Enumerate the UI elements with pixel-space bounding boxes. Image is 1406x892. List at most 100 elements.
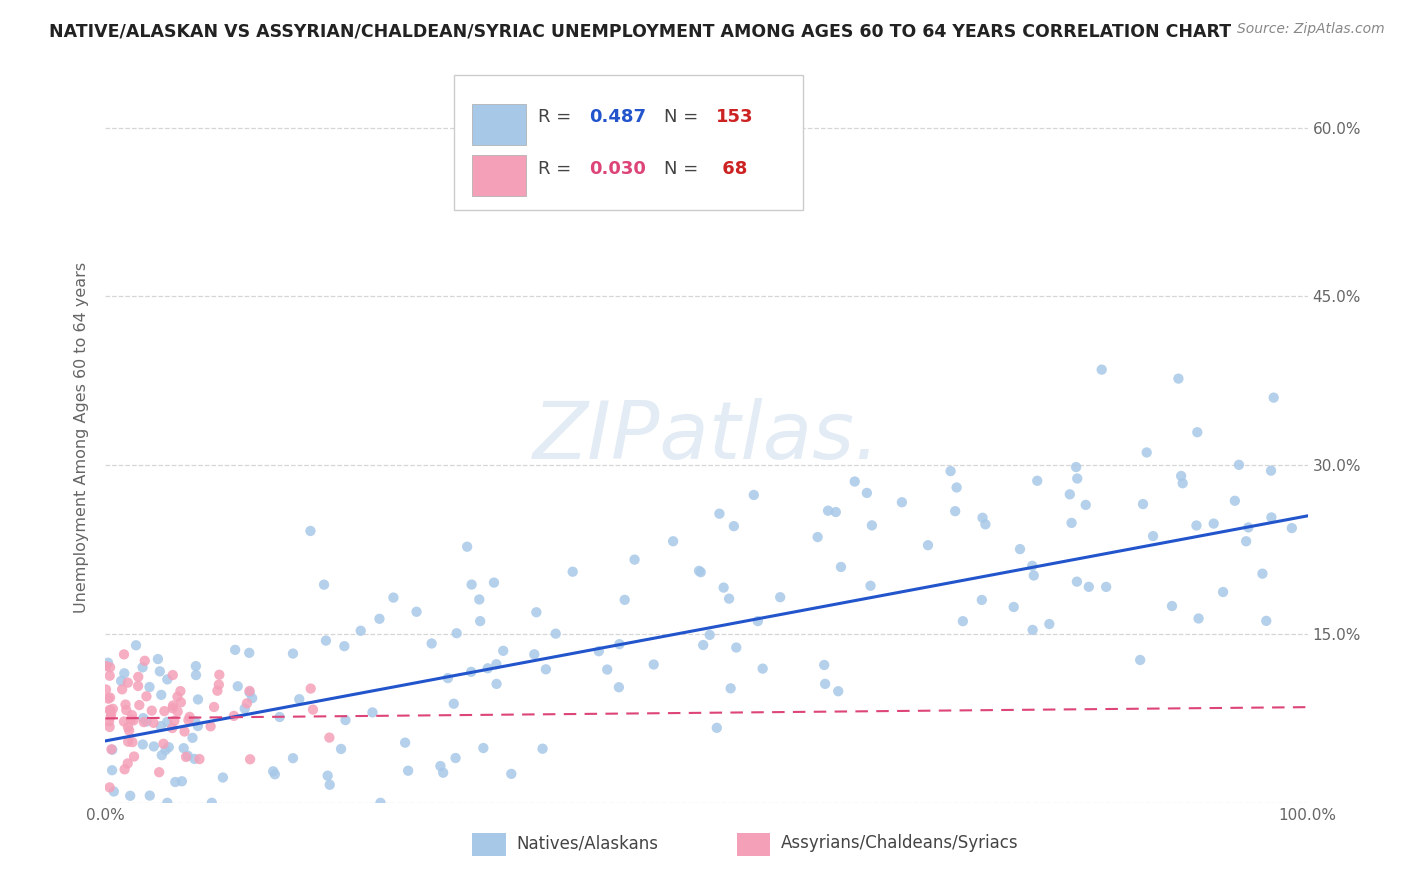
Point xyxy=(98,720,121,734)
Point xyxy=(208,678,231,692)
Point xyxy=(302,703,325,717)
Point xyxy=(183,752,205,766)
Point xyxy=(233,701,256,715)
Point xyxy=(827,684,849,698)
Point xyxy=(713,581,735,595)
Point xyxy=(330,742,353,756)
Point xyxy=(844,475,866,489)
Point xyxy=(101,702,124,716)
Point xyxy=(718,591,741,606)
Point xyxy=(238,684,260,698)
Point xyxy=(125,638,148,652)
Point xyxy=(97,691,120,706)
Point xyxy=(709,507,731,521)
Point xyxy=(1187,611,1209,625)
Point xyxy=(460,577,482,591)
Point xyxy=(1234,534,1257,549)
Point xyxy=(1260,464,1282,478)
Point xyxy=(141,704,163,718)
Point xyxy=(1263,391,1285,405)
Point xyxy=(222,709,245,723)
Point xyxy=(477,661,499,675)
Point xyxy=(460,665,482,679)
Point xyxy=(174,750,197,764)
Point xyxy=(472,741,495,756)
Point xyxy=(370,796,392,810)
Point xyxy=(162,721,184,735)
Point xyxy=(149,719,172,733)
Point xyxy=(751,662,773,676)
Point xyxy=(444,751,467,765)
Point xyxy=(98,780,121,795)
Point xyxy=(524,605,547,619)
Point xyxy=(117,734,139,748)
FancyBboxPatch shape xyxy=(454,75,803,211)
Point xyxy=(1129,653,1152,667)
Point xyxy=(485,677,508,691)
Point xyxy=(1167,371,1189,385)
Point xyxy=(236,696,259,710)
Point xyxy=(1187,425,1209,440)
Point xyxy=(607,680,630,694)
Point xyxy=(1227,458,1250,472)
Point xyxy=(952,614,974,628)
Point xyxy=(101,763,124,777)
FancyBboxPatch shape xyxy=(472,833,506,856)
Point xyxy=(482,575,505,590)
Point xyxy=(1223,493,1246,508)
Point xyxy=(1008,542,1031,557)
Point xyxy=(226,679,249,693)
Point xyxy=(179,710,201,724)
Point xyxy=(263,767,285,781)
Point xyxy=(1002,599,1025,614)
Point xyxy=(110,673,132,688)
Point xyxy=(1095,580,1118,594)
Point xyxy=(98,714,121,729)
Point xyxy=(281,751,304,765)
Point xyxy=(534,662,557,676)
Point xyxy=(350,624,373,638)
Point xyxy=(361,706,384,720)
Point xyxy=(121,735,143,749)
Point xyxy=(100,742,122,756)
Text: 68: 68 xyxy=(716,160,748,178)
Point xyxy=(1256,614,1278,628)
Point xyxy=(118,723,141,738)
Point xyxy=(169,684,191,698)
Point xyxy=(382,591,405,605)
Point xyxy=(1059,487,1081,501)
Point xyxy=(1132,497,1154,511)
Point xyxy=(100,709,122,723)
Point xyxy=(238,646,260,660)
Point xyxy=(170,695,193,709)
Point xyxy=(692,638,714,652)
FancyBboxPatch shape xyxy=(472,155,526,195)
Point xyxy=(1022,568,1045,582)
Point xyxy=(112,714,135,729)
Point xyxy=(262,764,284,779)
Point xyxy=(1170,469,1192,483)
Point xyxy=(163,714,186,728)
Point xyxy=(132,738,155,752)
Y-axis label: Unemployment Among Ages 60 to 64 years: Unemployment Among Ages 60 to 64 years xyxy=(75,261,90,613)
Point xyxy=(394,736,416,750)
Point xyxy=(312,577,335,591)
Point xyxy=(165,775,187,789)
Point xyxy=(368,612,391,626)
Point xyxy=(156,673,179,687)
Point xyxy=(890,495,912,509)
Point xyxy=(588,644,610,658)
Point xyxy=(1066,574,1088,589)
Point xyxy=(149,665,172,679)
Point xyxy=(432,765,454,780)
Text: R =: R = xyxy=(538,109,578,127)
Point xyxy=(1038,617,1060,632)
Point xyxy=(114,762,136,776)
Point xyxy=(501,767,523,781)
Point xyxy=(112,666,135,681)
Point xyxy=(121,708,143,723)
Point xyxy=(188,752,211,766)
Point xyxy=(1064,460,1087,475)
Point xyxy=(207,683,229,698)
Point xyxy=(181,731,204,745)
